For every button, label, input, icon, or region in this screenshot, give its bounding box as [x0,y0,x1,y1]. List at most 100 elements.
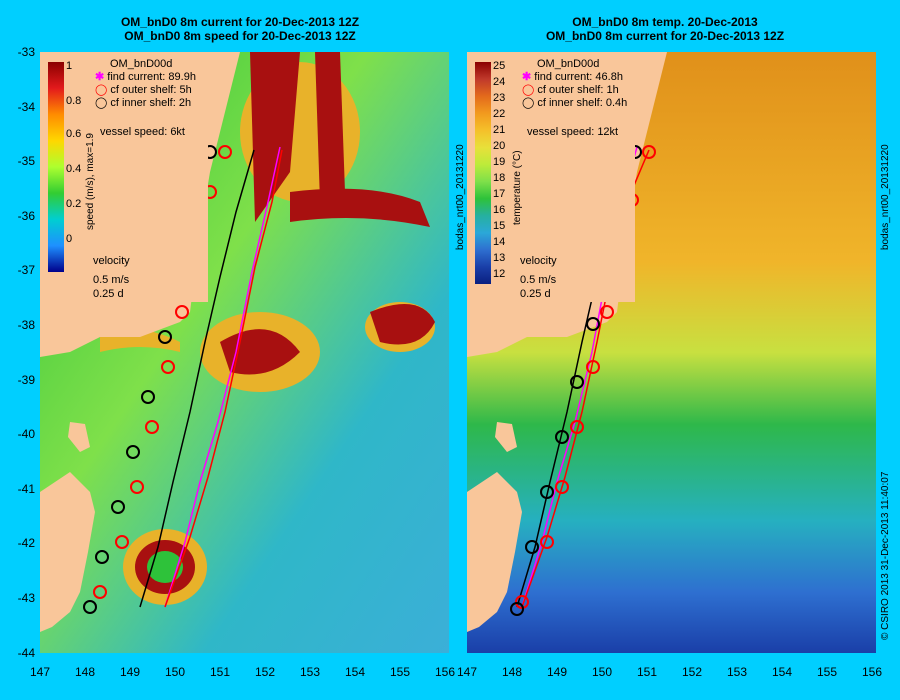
colorbar-tick: 0.8 [66,95,82,107]
high-speed-band [315,52,345,202]
colorbar-tick: 14 [493,236,506,248]
colorbar-tick: 23 [493,92,506,104]
x-tick-label: 148 [74,665,96,679]
x-tick-label: 156 [861,665,883,679]
colorbar-tick: 17 [493,188,506,200]
x-tick-label: 152 [254,665,276,679]
x-tick-label: 154 [771,665,793,679]
find-marker-icon: ✱ [522,71,532,83]
land-mass-south [40,472,95,632]
y-tick-label: -33 [17,45,35,59]
y-tick-label: -38 [17,318,35,332]
vessel-speed: vessel speed: 12kt [527,126,619,138]
legend-find: ✱ find current: 46.8h [522,71,623,84]
velocity-title: velocity [93,255,130,267]
y-tick-label: -43 [17,591,35,605]
left-title: OM_bnD0 8m current for 20-Dec-2013 12Z O… [70,15,410,43]
high-speed-band [370,304,435,345]
land-mass-south [467,472,522,632]
temperature-colorbar [475,62,491,284]
x-tick-label: 149 [119,665,141,679]
y-tick-label: -42 [17,536,35,551]
colorbar-tick: 16 [493,204,506,216]
eddy-center [147,551,183,583]
colorbar-tick: 0.2 [66,198,82,210]
legend-outer-label: cf outer shelf: 5h [110,84,192,96]
island [495,422,517,452]
copyright-label: © CSIRO 2013 31-Dec-2013 11:40:07 [880,471,891,640]
find-current-track [164,146,281,608]
colorbar-tick: 25 [493,60,506,72]
x-tick-label: 155 [816,665,838,679]
high-speed-band [250,52,300,222]
right-title-line2: OM_bnD0 8m current for 20-Dec-2013 12Z [545,29,785,43]
x-tick-label: 153 [726,665,748,679]
x-tick-label: 155 [389,665,411,679]
colorbar-tick: 22 [493,108,506,120]
vessel-speed: vessel speed: 6kt [100,126,185,138]
outer-circle-icon: ◯ [522,84,535,96]
right-map-svg [467,52,876,653]
colorbar-tick: 19 [493,156,506,168]
colorbar-tick: 20 [493,140,506,152]
x-tick-label: 152 [681,665,703,679]
right-map-panel[interactable] [467,52,876,653]
velocity-time: 0.25 d [520,288,551,300]
colorbar-tick: 18 [493,172,506,184]
left-title-line2: OM_bnD0 8m speed for 20-Dec-2013 12Z [124,29,356,43]
legend-title: OM_bnD00d [110,58,173,70]
colorbar-tick: 15 [493,220,506,232]
y-tick-label: -35 [17,154,35,169]
colorbar-label: speed (m/s), max=1.9 [85,133,96,230]
left-map-svg [40,52,449,653]
inner-circle-icon: ◯ [95,97,108,109]
outer-circle-icon: ◯ [95,84,108,96]
speed-colorbar [48,62,64,272]
velocity-time: 0.25 d [93,288,124,300]
left-side-label: bodas_nrt00_20131220 [455,144,466,250]
x-tick-label: 156 [434,665,456,679]
left-title-line1: OM_bnD0 8m current for 20-Dec-2013 12Z [120,15,360,29]
x-tick-label: 150 [164,665,186,679]
y-tick-label: -36 [17,208,35,223]
outer-shelf-track [164,149,283,608]
legend-inner-label: cf inner shelf: 0.4h [537,97,628,109]
right-title-line1: OM_bnD0 8m temp. 20-Dec-2013 [572,15,758,29]
x-tick-label: 151 [209,665,231,679]
track-markers [83,145,232,614]
colorbar-tick: 1 [66,60,73,72]
x-tick-label: 151 [636,665,658,679]
x-tick-label: 150 [591,665,613,679]
x-tick-label: 147 [456,665,478,679]
legend-inner: ◯ cf inner shelf: 0.4h [522,97,627,110]
colorbar-tick: 0.6 [66,128,82,140]
colorbar-tick: 0.4 [66,163,82,175]
inner-shelf-track [139,149,255,608]
colorbar-tick: 21 [493,124,506,136]
y-tick-label: -41 [17,481,35,496]
velocity-scale: 0.5 m/s [93,274,130,286]
find-marker-icon: ✱ [95,71,105,83]
legend-outer-label: cf outer shelf: 1h [537,84,619,96]
colorbar-tick: 12 [493,268,506,280]
legend-find: ✱ find current: 89.9h [95,71,196,84]
y-tick-label: -44 [17,645,35,660]
legend-background [467,52,635,302]
legend-inner-label: cf inner shelf: 2h [110,97,192,109]
legend-background [40,52,208,302]
legend-outer: ◯ cf outer shelf: 5h [95,84,192,97]
y-tick-label: -34 [17,99,35,114]
colorbar-tick: 0 [66,233,73,245]
legend-inner: ◯ cf inner shelf: 2h [95,97,191,110]
colorbar-tick: 13 [493,252,506,264]
x-tick-label: 154 [344,665,366,679]
island [68,422,90,452]
x-tick-label: 147 [29,665,51,679]
left-map-panel[interactable] [40,52,449,653]
velocity-title: velocity [520,255,557,267]
y-tick-label: -40 [17,427,35,442]
y-tick-label: -39 [17,372,35,387]
legend-find-label: find current: 46.8h [534,71,623,83]
right-side-label: bodas_nrt00_20131220 [880,144,891,250]
x-tick-label: 149 [546,665,568,679]
